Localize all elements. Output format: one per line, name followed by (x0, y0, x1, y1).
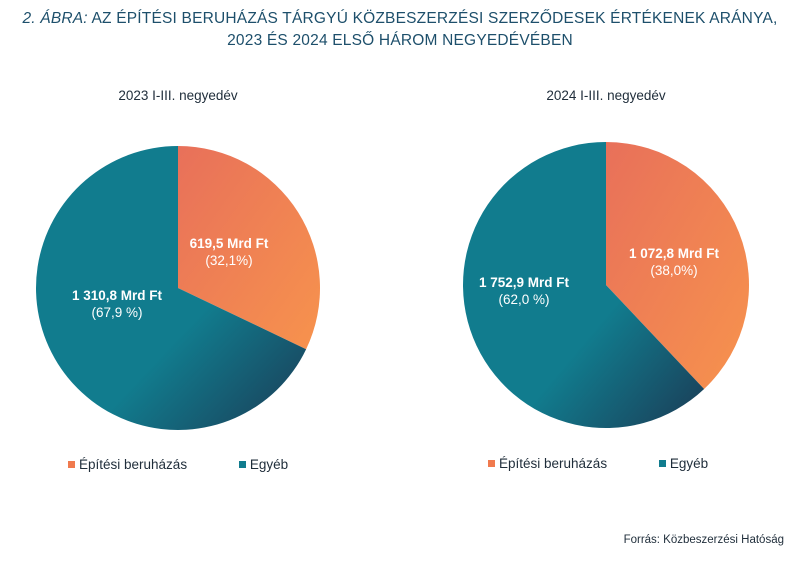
pie-1-percent-label-epitesi: (38,0%) (650, 263, 697, 278)
legend-swatch-epitesi (68, 460, 75, 468)
legend-label-epitesi: Építési beruházás (499, 456, 608, 471)
pie-1-value-label-egyeb: 1 752,9 Mrd Ft (479, 275, 570, 290)
legend-swatch-epitesi (488, 459, 495, 467)
legend-item-epitesi: Építési beruházás (68, 457, 187, 472)
legend-swatch-egyeb (658, 459, 666, 467)
legend-label-egyeb: Egyéb (669, 456, 709, 471)
legend-item-egyeb: Egyéb (238, 457, 289, 472)
chart-title: 2. ÁBRA: AZ ÉPÍTÉSI BERUHÁZÁS TÁRGYÚ KÖZ… (0, 8, 800, 52)
pie-0-percent-label-egyeb: (67,9 %) (91, 305, 142, 320)
pie-2023-title: 2023 I-III. negyedév (118, 88, 238, 103)
legend-item-egyeb: Egyéb (658, 456, 709, 471)
figure-number: 2. ÁBRA: (22, 10, 88, 27)
title-line-2: 2023 ÉS 2024 ELSŐ HÁROM NEGYEDÉVÉBEN (227, 32, 573, 49)
pie-0-slice-egyeb (35, 146, 307, 430)
legend-2023: Építési beruházás Egyéb (68, 457, 336, 472)
pie-1-slice-epitesi (606, 142, 749, 390)
pie-0-value-label-epitesi: 619,5 Mrd Ft (190, 236, 269, 251)
pie-1-value-label-epitesi: 1 072,8 Mrd Ft (629, 246, 720, 261)
legend-item-epitesi: Építési beruházás (488, 456, 607, 471)
legend-label-egyeb: Egyéb (249, 457, 289, 472)
pie-0-slice-epitesi (178, 146, 320, 350)
pie-0-percent-label-epitesi: (32,1%) (205, 253, 252, 268)
legend-label-epitesi: Építési beruházás (79, 457, 188, 472)
pie-1-percent-label-egyeb: (62,0 %) (498, 292, 549, 307)
pie-1-slice-egyeb (463, 142, 705, 429)
title-line-1: AZ ÉPÍTÉSI BERUHÁZÁS TÁRGYÚ KÖZBESZERZÉS… (91, 10, 778, 27)
pie-2024-title: 2024 I-III. negyedév (546, 88, 666, 103)
source-note: Forrás: Közbeszerzési Hatóság (623, 534, 784, 546)
legend-2024: Építési beruházás Egyéb (488, 456, 756, 471)
pie-0-value-label-egyeb: 1 310,8 Mrd Ft (72, 288, 163, 303)
legend-swatch-egyeb (238, 460, 246, 468)
